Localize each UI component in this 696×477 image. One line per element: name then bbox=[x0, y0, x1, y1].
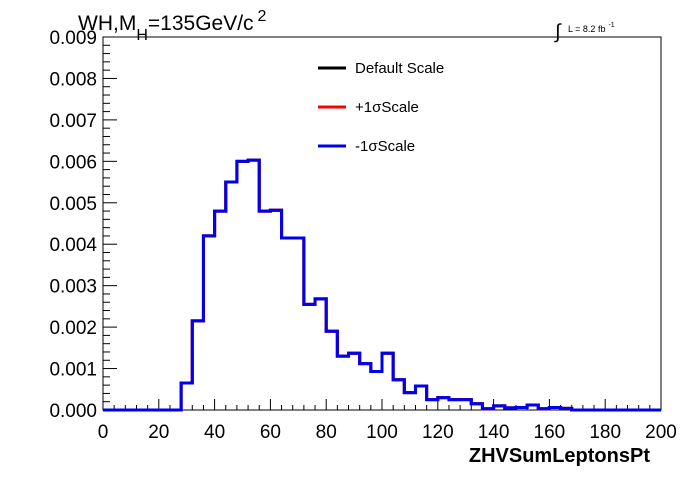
legend: Default Scale +1σScale -1σScale bbox=[318, 60, 444, 155]
series-group bbox=[103, 158, 661, 412]
x-tick-label: 40 bbox=[204, 422, 225, 443]
lumi-label: L = 8.2 fb -1 bbox=[568, 22, 615, 34]
x-tick-label: 0 bbox=[98, 422, 109, 443]
y-tick-label: 0.003 bbox=[49, 277, 97, 298]
lumi-integral-sign: ∫ bbox=[554, 21, 562, 43]
legend-label-default-scale: Default Scale bbox=[355, 60, 444, 77]
x-tick-label: 100 bbox=[366, 422, 398, 443]
legend-label-1-scale: -1σScale bbox=[355, 138, 415, 155]
x-tick-label: 160 bbox=[534, 422, 566, 443]
y-tick-label: 0.007 bbox=[49, 111, 97, 132]
x-tick-label: 120 bbox=[422, 422, 454, 443]
x-tick-label: 180 bbox=[589, 422, 621, 443]
x-tick-label: 20 bbox=[148, 422, 169, 443]
x-tick-label: 140 bbox=[478, 422, 510, 443]
x-tick-label: 80 bbox=[316, 422, 337, 443]
y-tick-label: 0.009 bbox=[49, 28, 97, 49]
y-tick-label: 0.002 bbox=[49, 318, 97, 339]
axes-group: 0 20 40 60 80 100 120 140 160 180 200 0.000 0.001 0.0… bbox=[49, 28, 676, 443]
y-tick-label: 0.005 bbox=[49, 194, 97, 215]
chart-title: WH,MH=135GeV/c 2 bbox=[78, 8, 267, 44]
x-axis-title: ZHVSumLeptonsPt bbox=[469, 445, 650, 467]
x-tick-label: 200 bbox=[645, 422, 677, 443]
series-line-1-scale bbox=[103, 158, 661, 412]
y-tick-label: 0.008 bbox=[49, 69, 97, 90]
y-tick-label: 0.000 bbox=[49, 401, 97, 422]
legend-label-1-scale: +1σScale bbox=[355, 99, 419, 116]
y-tick-label: 0.006 bbox=[49, 152, 97, 173]
x-tick-label: 60 bbox=[260, 422, 281, 443]
y-tick-label: 0.001 bbox=[49, 360, 97, 381]
y-tick-label: 0.004 bbox=[49, 235, 97, 256]
